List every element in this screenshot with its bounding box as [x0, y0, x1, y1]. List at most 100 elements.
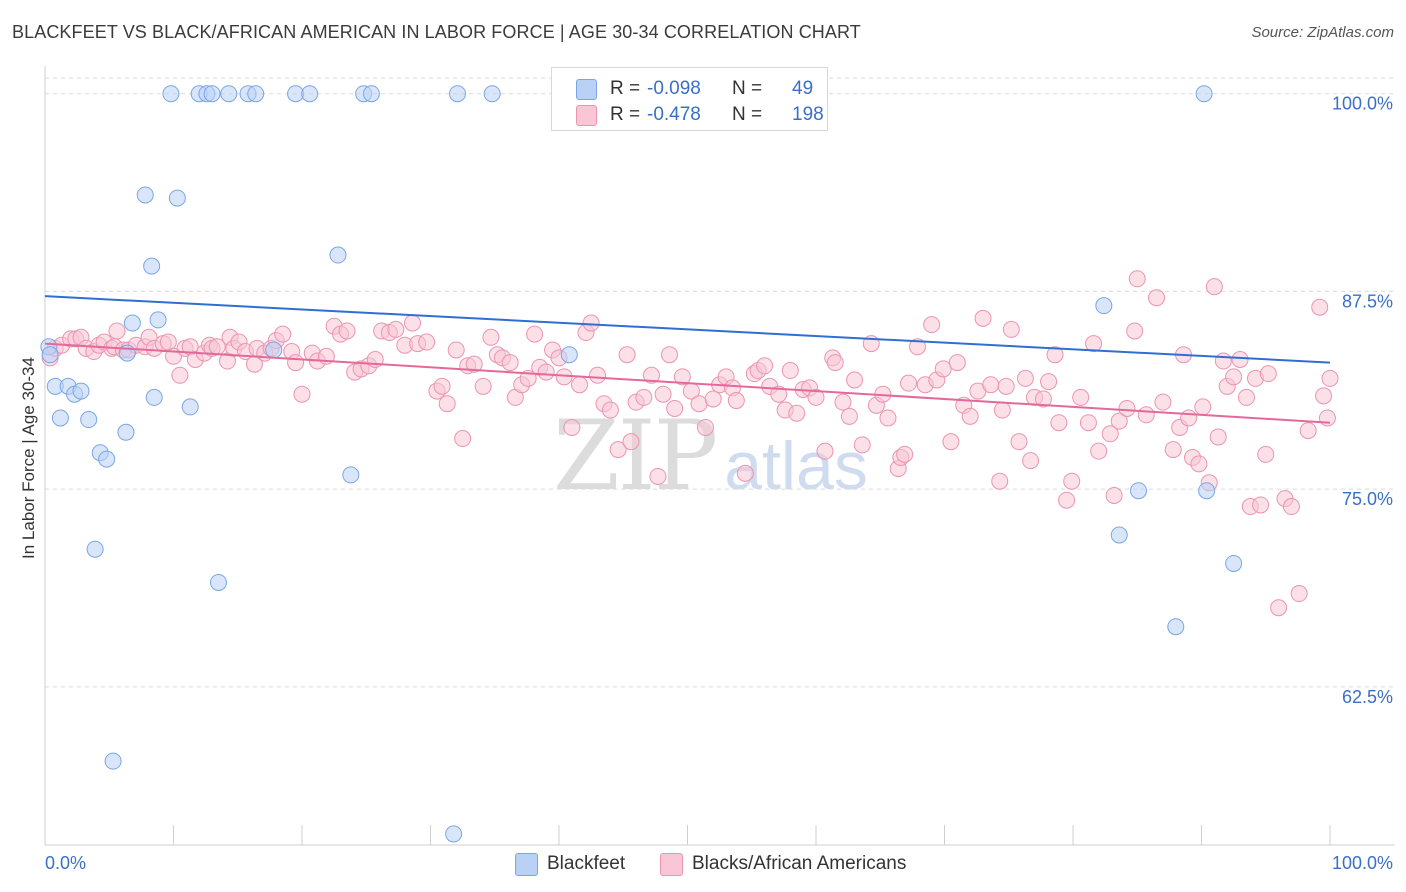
- correlation-legend: R = -0.098 N = 49 R = -0.478 N = 198: [551, 67, 828, 131]
- point-blackfeet: [149, 311, 167, 329]
- point-blackfeet: [560, 346, 578, 364]
- point-blackfeet: [86, 540, 104, 558]
- point-blacks-african-americans: [571, 376, 589, 394]
- point-blackfeet: [1167, 618, 1185, 636]
- point-blackfeet: [287, 85, 305, 103]
- point-blacks-african-americans: [404, 314, 422, 332]
- point-blacks-african-americans: [1126, 322, 1144, 340]
- y-tick-label: 87.5%: [1342, 291, 1393, 311]
- point-blackfeet: [104, 752, 122, 770]
- point-blacks-african-americans: [387, 320, 405, 338]
- trend-line-blackfeet: [44, 295, 1331, 364]
- point-blacks-african-americans: [171, 366, 189, 384]
- y-tick-label: 100.0%: [1332, 94, 1393, 114]
- point-blacks-african-americans: [840, 407, 858, 425]
- point-blackfeet: [209, 573, 227, 591]
- legend-swatch-blackfeet: [515, 853, 538, 876]
- point-blacks-african-americans: [942, 433, 960, 451]
- point-blacks-african-americans: [896, 445, 914, 463]
- point-blackfeet: [80, 411, 98, 429]
- point-blacks-african-americans: [293, 385, 311, 403]
- point-blacks-african-americans: [635, 388, 653, 406]
- point-blacks-african-americans: [673, 368, 691, 386]
- point-blacks-african-americans: [993, 401, 1011, 419]
- point-blacks-african-americans: [770, 385, 788, 403]
- point-blacks-african-americans: [537, 363, 555, 381]
- series-blacks-african-americans: [41, 270, 1339, 617]
- point-blackfeet: [162, 85, 180, 103]
- axes: [44, 66, 1395, 846]
- point-blacks-african-americans: [1194, 398, 1212, 416]
- point-blacks-african-americans: [1237, 388, 1255, 406]
- watermark-zip: ZIP: [553, 400, 718, 512]
- point-blacks-african-americans: [1231, 350, 1249, 368]
- point-blacks-african-americans: [1058, 491, 1076, 509]
- point-blacks-african-americans: [879, 409, 897, 427]
- series-blackfeet: [40, 85, 1243, 843]
- point-blacks-african-americans: [1034, 390, 1052, 408]
- point-blacks-african-americans: [159, 333, 177, 351]
- point-blacks-african-americans: [1311, 298, 1329, 316]
- point-blacks-african-americans: [1105, 486, 1123, 504]
- point-blacks-african-americans: [474, 377, 492, 395]
- point-blacks-african-americans: [788, 404, 806, 422]
- point-blacks-african-americans: [609, 441, 627, 459]
- point-blacks-african-americans: [654, 385, 672, 403]
- y-tick-label: 62.5%: [1342, 687, 1393, 707]
- point-blacks-african-americans: [643, 366, 661, 384]
- point-blackfeet: [72, 382, 90, 400]
- point-blacks-african-americans: [948, 354, 966, 372]
- point-blackfeet: [445, 825, 463, 843]
- point-blacks-african-americans: [1002, 320, 1020, 338]
- point-blacks-african-americans: [696, 418, 714, 436]
- source-label: Source: ZipAtlas.com: [1251, 24, 1394, 41]
- x-tick-label: 0.0%: [45, 853, 86, 873]
- point-blacks-african-americans: [1270, 599, 1288, 617]
- point-blacks-african-americans: [649, 467, 667, 485]
- point-blacks-african-americans: [589, 366, 607, 384]
- point-blacks-african-americans: [1214, 352, 1232, 370]
- point-blacks-african-americans: [1118, 399, 1136, 417]
- chart-title: BLACKFEET VS BLACK/AFRICAN AMERICAN IN L…: [12, 22, 861, 42]
- point-blacks-african-americans: [1040, 373, 1058, 391]
- point-blacks-african-americans: [1101, 425, 1119, 443]
- legend-n-label: N =: [732, 78, 763, 99]
- point-blacks-african-americans: [1079, 414, 1097, 432]
- point-blackfeet: [265, 341, 283, 359]
- point-blackfeet: [145, 388, 163, 406]
- point-blacks-african-americans: [1010, 433, 1028, 451]
- trend-line-blacks: [44, 342, 1331, 424]
- point-blacks-african-americans: [418, 333, 436, 351]
- point-blacks-african-americans: [1290, 585, 1308, 603]
- point-blacks-african-americans: [834, 393, 852, 411]
- legend-r-value-blackfeet: -0.098: [647, 78, 701, 99]
- point-blacks-african-americans: [622, 433, 640, 451]
- point-blacks-african-americans: [1299, 422, 1317, 440]
- point-blacks-african-americans: [1257, 445, 1275, 463]
- point-blacks-african-americans: [1180, 409, 1198, 427]
- point-blacks-african-americans: [853, 436, 871, 454]
- tick-labels: 62.5% 75.0% 87.5% 100.0% 0.0% 100.0%: [45, 94, 1393, 873]
- point-blackfeet: [98, 450, 116, 468]
- point-blacks-african-americans: [501, 354, 519, 372]
- point-blacks-african-americans: [997, 377, 1015, 395]
- point-blacks-african-americans: [1164, 441, 1182, 459]
- point-blacks-african-americans: [1063, 472, 1081, 490]
- point-blackfeet: [1110, 526, 1128, 544]
- point-blacks-african-americans: [1128, 270, 1146, 288]
- point-blackfeet: [181, 398, 199, 416]
- point-blacks-african-americans: [736, 464, 754, 482]
- point-blacks-african-americans: [934, 360, 952, 378]
- legend-swatch-blacks: [660, 853, 683, 876]
- point-blackfeet: [362, 85, 380, 103]
- point-blacks-african-americans: [1282, 498, 1300, 516]
- point-blackfeet: [123, 314, 141, 332]
- point-blacks-african-americans: [826, 354, 844, 372]
- legend-n-value-blackfeet: 49: [792, 78, 814, 99]
- point-blackfeet: [1198, 482, 1216, 500]
- point-blackfeet: [220, 85, 238, 103]
- point-blacks-african-americans: [1225, 368, 1243, 386]
- point-blackfeet: [448, 85, 466, 103]
- point-blacks-african-americans: [923, 316, 941, 334]
- point-blacks-african-americans: [1205, 278, 1223, 296]
